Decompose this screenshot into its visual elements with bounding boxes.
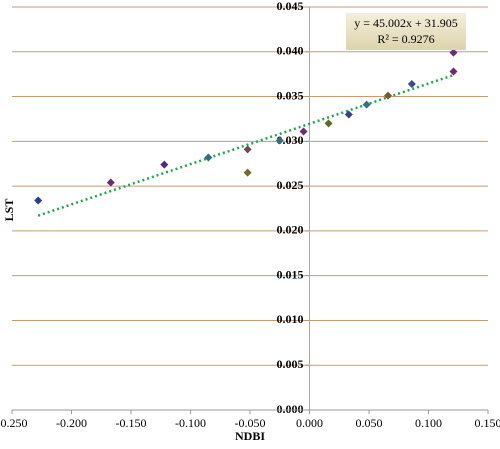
equation-box	[346, 13, 466, 50]
point	[324, 119, 333, 128]
point	[344, 110, 353, 119]
point	[243, 168, 252, 177]
point	[34, 196, 43, 205]
point	[243, 145, 252, 154]
point	[407, 80, 416, 89]
point	[275, 136, 284, 145]
y-tick-label: 0.030	[277, 133, 304, 147]
y-axis-title: LST	[2, 199, 16, 222]
x-tick-label: -0.100	[175, 416, 206, 430]
x-tick-label: -0.050	[235, 416, 266, 430]
point	[362, 100, 371, 109]
y-tick-label: 0.040	[277, 44, 304, 58]
x-tick-label: 0.000	[296, 416, 323, 430]
point	[106, 178, 115, 187]
point	[384, 91, 393, 100]
trendline	[37, 73, 454, 217]
x-tick-label: 0.050	[356, 416, 383, 430]
y-tick-label: 0.025	[277, 178, 304, 192]
x-axis-title: NDBI	[235, 429, 265, 443]
point	[449, 67, 458, 76]
trend-equation: y = 45.002x + 31.905	[354, 16, 458, 30]
y-tick-label: 0.000	[277, 402, 304, 416]
x-tick-label: -0.200	[56, 416, 87, 430]
x-tick-label: -0.250	[0, 416, 28, 430]
point	[160, 160, 169, 169]
x-tick-label: 0.100	[415, 416, 442, 430]
y-tick-label: 0.035	[277, 88, 304, 102]
y-tick-label: 0.045	[277, 0, 304, 13]
y-tick-label: 0.015	[277, 267, 304, 281]
point	[299, 127, 308, 136]
x-tick-label: -0.150	[116, 416, 147, 430]
trend-r2: R² = 0.9276	[377, 32, 434, 46]
point	[449, 48, 458, 57]
x-tick-label: 0.150	[475, 416, 500, 430]
y-tick-label: 0.020	[277, 223, 304, 237]
y-tick-label: 0.005	[277, 357, 304, 371]
y-tick-label: 0.010	[277, 312, 304, 326]
point	[204, 153, 213, 162]
